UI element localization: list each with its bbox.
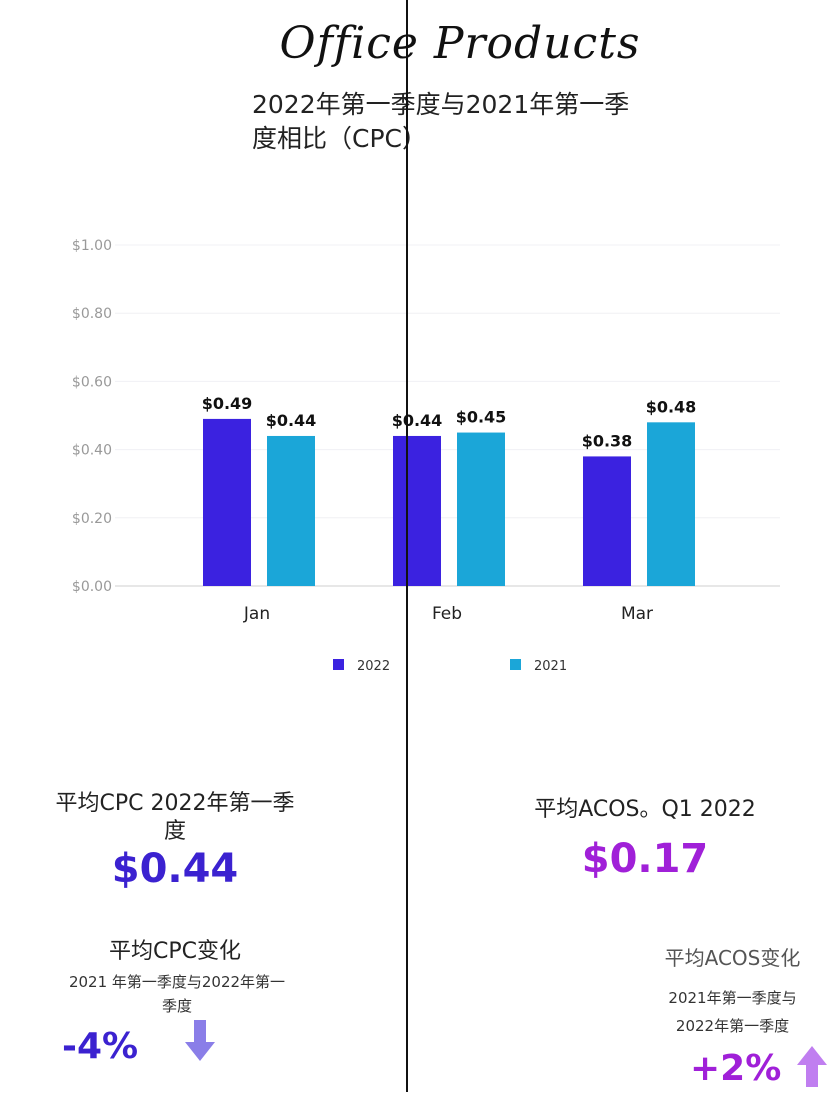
bar-2022-Feb: [393, 435, 441, 586]
data-label: $0.45: [456, 408, 507, 427]
y-tick-label: $0.60: [72, 374, 112, 390]
x-tick-label: Feb: [432, 604, 462, 624]
data-label: $0.44: [392, 411, 443, 430]
avg-cpc-label: 平均CPC 2022年第一季度: [55, 791, 295, 844]
legend-label: 2021: [534, 659, 567, 674]
acos-change-sub: 2021年第一季度与2022年第一季度: [668, 989, 797, 1035]
chart-title: 2022年第一季度与2021年第一季度相比（CPC）: [252, 90, 630, 153]
cpc-change-value: -4%: [62, 1026, 139, 1067]
legend-swatch-2021: [510, 659, 521, 670]
avg-cpc-value: $0.44: [111, 846, 239, 892]
bar-2021-Feb: [457, 432, 505, 586]
y-tick-label: $0.40: [72, 443, 112, 459]
legend-label: 2022: [357, 659, 390, 674]
legend-swatch-2022: [333, 659, 344, 670]
y-tick-label: $1.00: [72, 238, 112, 254]
arrow-up-icon: [797, 1046, 827, 1087]
data-label: $0.49: [202, 394, 253, 413]
y-tick-label: $0.20: [72, 511, 112, 527]
cpc-change-label: 平均CPC变化: [109, 939, 241, 964]
divider-line: [406, 0, 408, 1092]
acos-change-label: 平均ACOS变化: [664, 946, 801, 970]
bar-chart: $0.00 $0.20 $0.40 $0.60 $0.80 $1.00 Jan $0.49 $0…: [72, 238, 780, 674]
data-label: $0.48: [646, 397, 697, 416]
page-title: Office Products: [279, 18, 641, 69]
arrow-down-icon: [185, 1020, 215, 1061]
y-tick-label: $0.00: [72, 579, 112, 595]
data-label: $0.44: [266, 411, 317, 430]
bar-2022-Mar: [583, 456, 631, 586]
data-label: $0.38: [582, 431, 633, 450]
avg-acos-label: 平均ACOS。Q1 2022: [534, 797, 756, 822]
cpc-change-sub: 2021 年第一季度与2022年第一季度: [68, 973, 286, 1015]
bar-2021-Jan: [267, 435, 315, 586]
y-tick-label: $0.80: [72, 306, 112, 322]
x-tick-label: Jan: [243, 604, 270, 624]
avg-acos-value: $0.17: [581, 836, 709, 882]
bar-2022-Jan: [203, 418, 251, 586]
bar-2021-Mar: [647, 422, 695, 586]
x-tick-label: Mar: [621, 604, 653, 624]
acos-change-value: +2%: [690, 1048, 782, 1089]
